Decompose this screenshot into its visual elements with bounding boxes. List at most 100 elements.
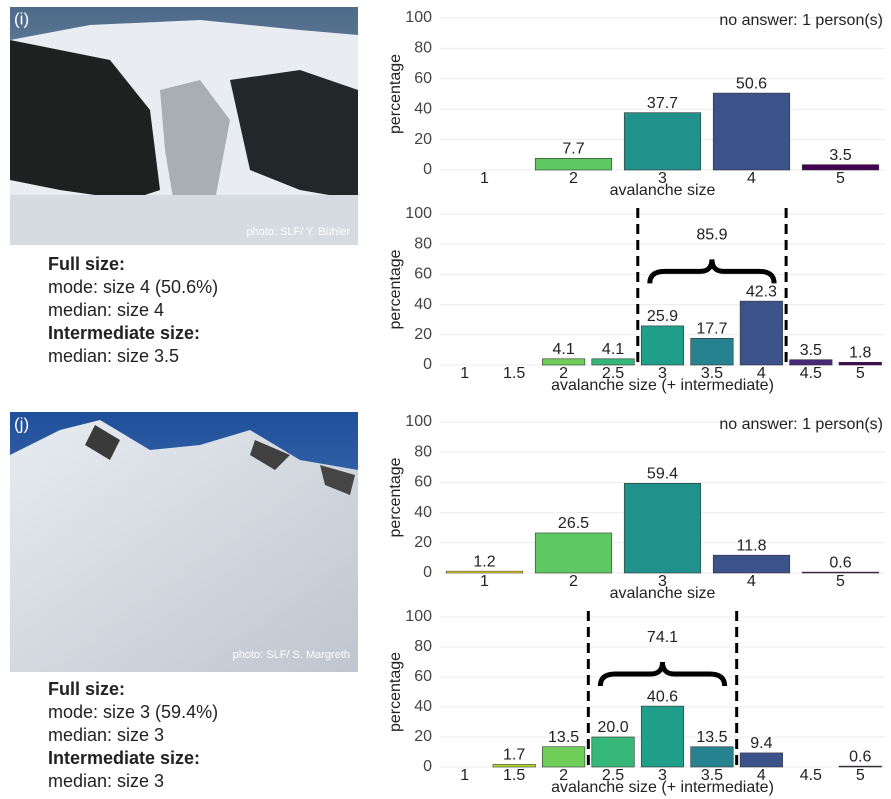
bar (801, 571, 880, 574)
y-tick-label: 0 (423, 161, 432, 178)
y-axis-label: percentage (387, 457, 404, 537)
bracket-label: 74.1 (647, 629, 678, 646)
y-tick-label: 60 (414, 474, 432, 491)
y-tick-label: 40 (414, 100, 432, 117)
x-tick-label: 2 (569, 573, 578, 590)
brace (647, 259, 777, 284)
x-tick-label: 5 (856, 767, 865, 784)
x-tick-label: 1 (460, 365, 469, 382)
x-tick-label: 3 (658, 767, 667, 784)
x-tick-label: 3 (658, 170, 667, 187)
y-axis-label: percentage (387, 652, 404, 732)
summary-heading: Full size: (48, 254, 125, 274)
summary-line: median: size 4 (48, 300, 164, 320)
annotation: no answer: 1 person(s) (719, 12, 883, 29)
value-label: 13.5 (548, 729, 579, 746)
x-axis-label: avalanche size (+ intermediate) (551, 377, 774, 394)
value-label: 26.5 (558, 515, 589, 532)
summary-line: mode: size 4 (50.6%) (48, 277, 218, 297)
bar (542, 746, 586, 768)
value-label: 50.6 (736, 75, 767, 92)
x-tick-label: 5 (836, 573, 845, 590)
value-label: 1.8 (849, 345, 871, 362)
y-tick-label: 80 (414, 235, 432, 252)
x-tick-label: 2 (569, 170, 578, 187)
y-tick-label: 20 (414, 131, 432, 148)
y-tick-label: 20 (414, 728, 432, 745)
bar (623, 112, 702, 171)
x-tick-label: 4.5 (800, 365, 822, 382)
summary-line: median: size 3 (48, 725, 164, 745)
bar (623, 483, 702, 574)
photo-credit: photo: SLF/ Y. Bühler (246, 226, 350, 238)
summary-heading: Intermediate size: (48, 323, 200, 343)
y-tick-label: 40 (414, 296, 432, 313)
y-tick-label: 60 (414, 266, 432, 283)
bar (690, 337, 734, 366)
bar (739, 752, 783, 768)
value-label: 4.1 (552, 341, 574, 358)
value-label: 7.7 (562, 141, 584, 158)
y-tick-label: 60 (414, 70, 432, 87)
x-tick-label: 2.5 (602, 767, 624, 784)
summary-heading: Full size: (48, 679, 125, 699)
bar (640, 705, 685, 768)
bar (640, 325, 685, 366)
y-axis-label: percentage (387, 54, 404, 134)
value-label: 9.4 (750, 735, 772, 752)
x-tick-label: 3 (658, 365, 667, 382)
x-axis-label: avalanche size (+ intermediate) (551, 779, 774, 796)
y-tick-label: 100 (405, 205, 432, 222)
y-tick-label: 40 (414, 698, 432, 715)
value-label: 37.7 (647, 95, 678, 112)
photo-2 (10, 412, 358, 672)
y-tick-label: 60 (414, 668, 432, 685)
x-tick-label: 1 (460, 767, 469, 784)
value-label: 0.6 (849, 748, 871, 765)
bar (712, 92, 791, 171)
summary-line: mode: size 3 (59.4%) (48, 702, 218, 722)
value-label: 4.1 (602, 341, 624, 358)
bar (591, 358, 635, 366)
summary-line: median: size 3 (48, 771, 164, 791)
bar (838, 765, 882, 768)
annotation: no answer: 1 person(s) (719, 416, 883, 433)
value-label: 3.5 (829, 147, 851, 164)
bar (739, 300, 783, 366)
x-tick-label: 5 (836, 170, 845, 187)
value-label: 3.5 (800, 342, 822, 359)
x-axis-label: avalanche size (610, 182, 716, 199)
bar (534, 532, 613, 574)
bar (690, 746, 734, 768)
y-axis-label: percentage (387, 249, 404, 329)
value-label: 20.0 (597, 719, 628, 736)
value-label: 1.2 (473, 553, 495, 570)
x-tick-label: 5 (856, 365, 865, 382)
panel-label: (i) (14, 9, 29, 28)
x-tick-label: 4.5 (800, 767, 822, 784)
value-label: 25.9 (647, 308, 678, 325)
y-tick-label: 100 (405, 413, 432, 430)
x-tick-label: 3.5 (701, 365, 723, 382)
x-tick-label: 4 (757, 767, 766, 784)
y-tick-label: 80 (414, 40, 432, 57)
bracket-label: 85.9 (696, 226, 727, 243)
bar (789, 359, 833, 366)
bar (445, 570, 524, 574)
bar (542, 358, 586, 366)
x-tick-label: 3.5 (701, 767, 723, 784)
x-tick-label: 3 (658, 573, 667, 590)
x-axis-label: avalanche size (610, 585, 716, 602)
x-tick-label: 4 (757, 365, 766, 382)
x-tick-label: 1.5 (503, 365, 525, 382)
value-label: 13.5 (696, 729, 727, 746)
value-label: 59.4 (647, 466, 678, 483)
y-tick-label: 20 (414, 326, 432, 343)
y-tick-label: 80 (414, 443, 432, 460)
value-label: 40.6 (647, 688, 678, 705)
x-tick-label: 1.5 (503, 767, 525, 784)
panel-label: (j) (14, 414, 29, 433)
x-tick-label: 4 (747, 170, 756, 187)
x-tick-label: 1 (480, 170, 489, 187)
photo-credit: photo: SLF/ S. Margreth (233, 649, 350, 661)
